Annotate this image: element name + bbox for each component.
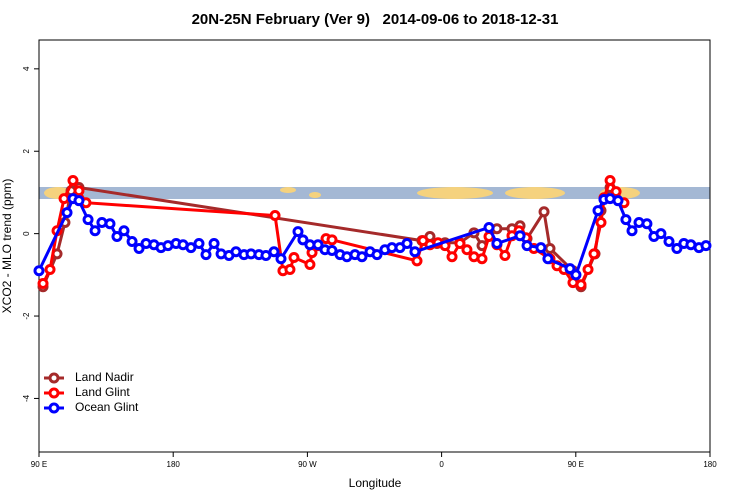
data-point bbox=[44, 263, 56, 275]
data-point bbox=[185, 242, 197, 254]
x-tick-label: 0 bbox=[439, 460, 444, 469]
data-point bbox=[663, 235, 675, 247]
y-tick-label: 4 bbox=[22, 66, 31, 71]
data-point bbox=[193, 238, 205, 250]
data-point bbox=[535, 242, 547, 254]
data-point bbox=[514, 230, 526, 242]
legend-label: Land Glint bbox=[75, 385, 130, 399]
legend-marker bbox=[48, 372, 60, 384]
data-point bbox=[620, 214, 632, 226]
data-point bbox=[268, 246, 280, 258]
data-point bbox=[582, 263, 594, 275]
data-point bbox=[612, 195, 624, 207]
y-tick-label: -4 bbox=[22, 394, 31, 402]
x-tick-label: 180 bbox=[703, 460, 717, 469]
data-point bbox=[570, 269, 582, 281]
data-point bbox=[58, 193, 70, 205]
data-point bbox=[312, 239, 324, 251]
x-tick-label: 90 E bbox=[31, 460, 47, 469]
legend-marker bbox=[48, 402, 60, 414]
data-point bbox=[538, 206, 550, 218]
data-point bbox=[626, 225, 638, 237]
data-point bbox=[288, 252, 300, 264]
data-point bbox=[542, 253, 554, 265]
data-point bbox=[454, 238, 466, 250]
data-point bbox=[73, 185, 85, 197]
data-point bbox=[104, 218, 116, 230]
data-point bbox=[356, 251, 368, 263]
data-point bbox=[588, 248, 600, 260]
y-tick-label: -2 bbox=[22, 312, 31, 320]
data-point bbox=[575, 279, 587, 291]
x-axis-label: Longitude bbox=[349, 476, 402, 490]
data-point bbox=[89, 225, 101, 237]
data-point bbox=[82, 214, 94, 226]
x-tick-label: 90 W bbox=[298, 460, 317, 469]
data-point bbox=[655, 228, 667, 240]
data-point bbox=[592, 205, 604, 217]
data-point bbox=[446, 251, 458, 263]
data-point bbox=[595, 217, 607, 229]
data-point bbox=[118, 225, 130, 237]
data-point bbox=[208, 238, 220, 250]
legend-label: Land Nadir bbox=[75, 370, 134, 384]
data-point bbox=[284, 263, 296, 275]
data-point bbox=[671, 242, 683, 254]
data-point bbox=[73, 195, 85, 207]
legend-label: Ocean Glint bbox=[75, 400, 139, 414]
data-point bbox=[700, 240, 712, 252]
data-point bbox=[61, 207, 73, 219]
data-point bbox=[326, 245, 338, 257]
data-point bbox=[200, 249, 212, 261]
data-point bbox=[411, 255, 423, 267]
data-point bbox=[476, 253, 488, 265]
data-point bbox=[126, 235, 138, 247]
data-point bbox=[326, 234, 338, 246]
data-point bbox=[401, 238, 413, 250]
x-tick-label: 90 E bbox=[568, 460, 584, 469]
data-point bbox=[499, 249, 511, 261]
data-point bbox=[133, 242, 145, 254]
data-point bbox=[564, 263, 576, 275]
legend-marker bbox=[48, 387, 60, 399]
x-tick-label: 180 bbox=[167, 460, 181, 469]
data-point bbox=[33, 265, 45, 277]
data-point bbox=[483, 221, 495, 233]
data-point bbox=[604, 174, 616, 186]
y-axis-label: XCO2 - MLO trend (ppm) bbox=[0, 179, 14, 314]
data-point bbox=[111, 231, 123, 243]
data-point bbox=[304, 259, 316, 271]
data-point bbox=[275, 253, 287, 265]
data-point bbox=[409, 246, 421, 258]
chart-title: 20N-25N February (Ver 9) 2014-09-06 to 2… bbox=[192, 11, 559, 28]
data-point bbox=[371, 249, 383, 261]
y-tick-label: 0 bbox=[22, 231, 31, 236]
data-point bbox=[269, 210, 281, 222]
data-point bbox=[491, 238, 503, 250]
y-tick-label: 2 bbox=[22, 148, 31, 153]
data-point bbox=[37, 277, 49, 289]
data-point bbox=[544, 242, 556, 254]
data-point bbox=[641, 218, 653, 230]
data-point bbox=[67, 174, 79, 186]
data-point bbox=[292, 226, 304, 238]
data-point bbox=[461, 244, 473, 256]
data-point bbox=[297, 234, 309, 246]
data-point bbox=[521, 240, 533, 252]
